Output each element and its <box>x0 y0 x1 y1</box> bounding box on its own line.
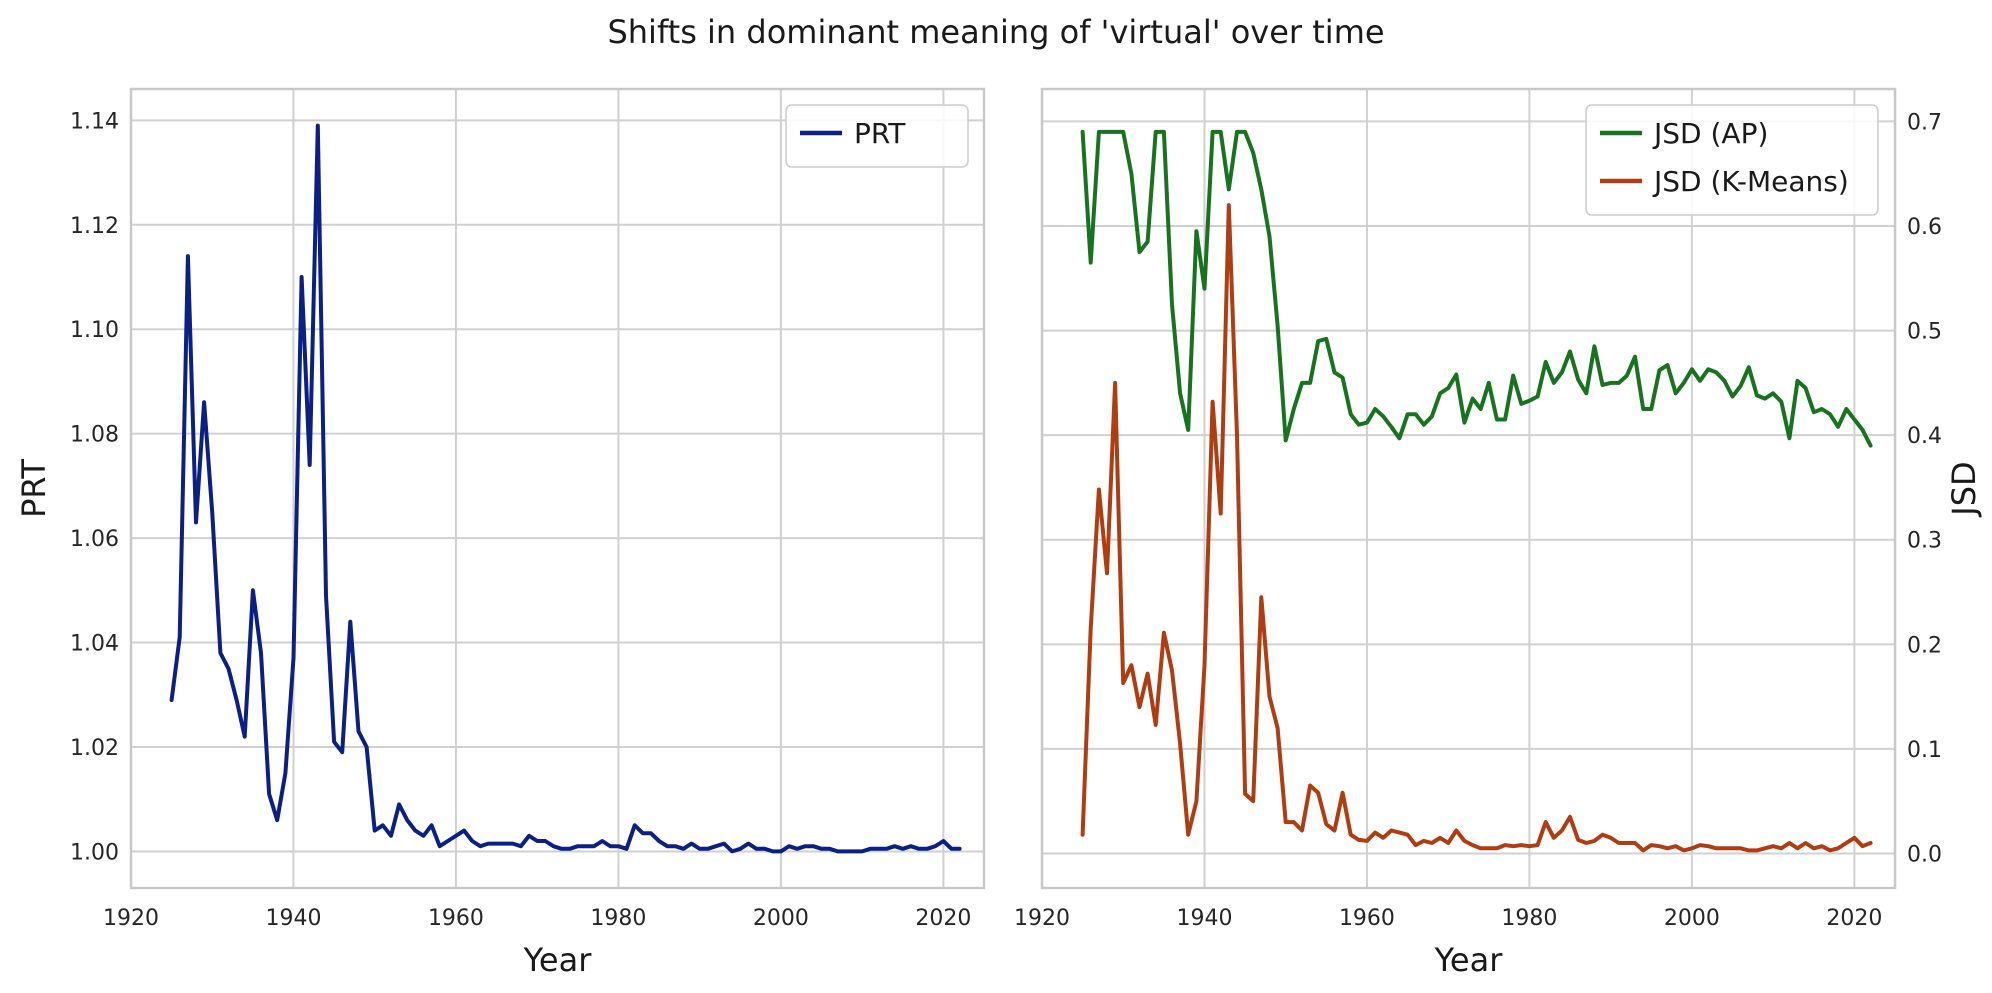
prt-panel: 1920 1940 1960 1980 2000 2020 1.00 1.02 1.04 1.06… <box>15 87 986 979</box>
y-tick-label: 1.10 <box>70 318 119 343</box>
x-tick-label: 1920 <box>103 906 159 931</box>
x-tick-label: 2020 <box>915 906 971 931</box>
x-tick-label: 1980 <box>590 906 646 931</box>
x-tick-label: 1940 <box>265 906 321 931</box>
x-tick-label: 1940 <box>1176 906 1232 931</box>
y-tick-label: 0.2 <box>1907 633 1942 658</box>
figure-title: Shifts in dominant meaning of 'virtual' … <box>607 13 1384 51</box>
legend-box <box>785 104 969 168</box>
y-tick-label: 1.00 <box>70 840 119 865</box>
x-tick-label: 1980 <box>1501 906 1557 931</box>
y-axis-label: JSD <box>1945 461 1983 517</box>
x-tick-label: 1960 <box>1339 906 1395 931</box>
series-line-jsd-ap <box>1080 129 1873 448</box>
legend-entry: JSD (K-Means) <box>1652 165 1849 198</box>
y-axis-label: PRT <box>15 459 53 518</box>
plot-frame <box>129 87 986 890</box>
series-line-jsd-k-means <box>1080 203 1873 853</box>
y-tick-label: 0.3 <box>1907 529 1942 554</box>
x-tick-label: 1920 <box>1014 906 1070 931</box>
plot-frame <box>1040 87 1897 890</box>
x-tick-label: 2000 <box>1664 906 1720 931</box>
legend-entry: PRT <box>854 117 906 150</box>
y-tick-label: 0.0 <box>1907 842 1942 867</box>
y-tick-label: 1.04 <box>70 632 119 657</box>
x-axis-label: Year <box>523 941 593 979</box>
x-axis-label: Year <box>1434 941 1504 979</box>
jsd-panel: 1920 1940 1960 1980 2000 2020 0.0 0.1 0.2 0.3 0.4 0… <box>1014 87 1983 979</box>
y-tick-label: 0.5 <box>1907 320 1942 345</box>
y-tick-label: 1.08 <box>70 423 119 448</box>
legend-box <box>1585 104 1879 216</box>
y-tick-label: 1.02 <box>70 736 119 761</box>
y-tick-label: 1.12 <box>70 214 119 239</box>
x-tick-label: 2000 <box>753 906 809 931</box>
x-tick-label: 1960 <box>428 906 484 931</box>
y-tick-label: 0.1 <box>1907 738 1942 763</box>
y-tick-label: 0.4 <box>1907 424 1942 449</box>
legend: JSD (AP) JSD (K-Means) <box>1585 104 1879 216</box>
y-tick-label: 0.7 <box>1907 110 1942 135</box>
y-tick-label: 0.6 <box>1907 215 1942 240</box>
x-tick-label: 2020 <box>1826 906 1882 931</box>
series-line-prt <box>169 123 962 854</box>
y-tick-label: 1.14 <box>70 109 119 134</box>
legend: PRT <box>785 104 969 168</box>
y-tick-label: 1.06 <box>70 527 119 552</box>
legend-entry: JSD (AP) <box>1652 117 1768 150</box>
